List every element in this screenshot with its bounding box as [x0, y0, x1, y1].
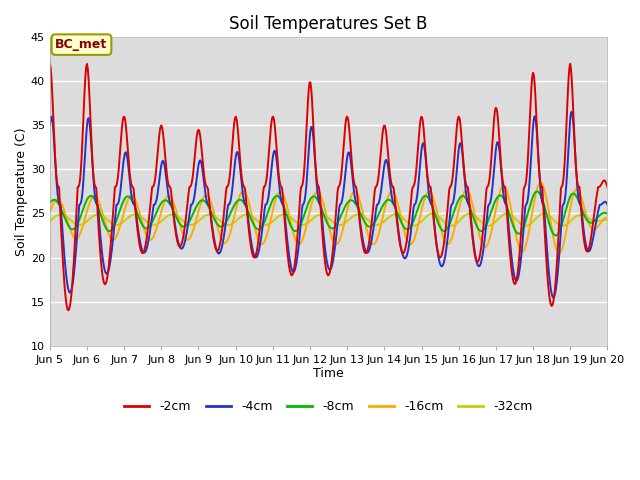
-4cm: [568, 109, 575, 115]
-32cm: [413, 222, 420, 228]
-8cm: [46, 200, 54, 206]
Y-axis label: Soil Temperature (C): Soil Temperature (C): [15, 127, 28, 256]
-16cm: [556, 250, 563, 256]
-4cm: [46, 123, 54, 129]
-32cm: [56, 212, 64, 217]
-2cm: [200, 173, 208, 179]
-16cm: [413, 228, 420, 234]
-4cm: [113, 202, 121, 207]
-8cm: [170, 209, 178, 215]
-2cm: [114, 173, 122, 179]
-8cm: [56, 203, 64, 209]
-8cm: [113, 215, 121, 221]
-8cm: [604, 211, 611, 216]
-4cm: [397, 241, 404, 247]
Legend: -2cm, -4cm, -8cm, -16cm, -32cm: -2cm, -4cm, -8cm, -16cm, -32cm: [120, 395, 538, 418]
-4cm: [413, 196, 420, 202]
Line: -4cm: -4cm: [50, 112, 607, 298]
-8cm: [397, 217, 404, 223]
-16cm: [200, 195, 207, 201]
-4cm: [549, 295, 557, 300]
X-axis label: Time: Time: [313, 367, 344, 381]
-2cm: [171, 222, 179, 228]
-32cm: [429, 211, 436, 216]
-16cm: [537, 180, 545, 186]
-16cm: [113, 232, 121, 238]
-8cm: [413, 209, 420, 215]
-2cm: [397, 247, 405, 252]
Line: -16cm: -16cm: [50, 183, 607, 253]
-32cm: [46, 218, 54, 224]
-16cm: [46, 210, 54, 216]
-16cm: [397, 211, 404, 217]
Line: -2cm: -2cm: [50, 64, 607, 311]
-32cm: [113, 222, 121, 228]
-4cm: [170, 214, 178, 220]
Line: -32cm: -32cm: [50, 214, 607, 226]
-32cm: [200, 214, 207, 220]
-4cm: [604, 202, 611, 207]
-32cm: [170, 212, 178, 217]
Line: -8cm: -8cm: [50, 192, 607, 236]
-16cm: [170, 201, 178, 206]
-32cm: [397, 213, 404, 219]
-4cm: [56, 202, 64, 207]
-2cm: [604, 184, 611, 190]
-32cm: [559, 223, 566, 228]
-16cm: [56, 198, 64, 204]
-2cm: [56, 201, 64, 206]
-8cm: [200, 198, 207, 204]
Text: BC_met: BC_met: [55, 38, 108, 51]
-2cm: [413, 153, 421, 159]
-2cm: [65, 308, 72, 313]
Title: Soil Temperatures Set B: Soil Temperatures Set B: [229, 15, 428, 33]
-32cm: [604, 217, 611, 223]
-16cm: [604, 215, 611, 221]
-2cm: [46, 61, 54, 67]
-8cm: [552, 233, 559, 239]
-4cm: [200, 174, 207, 180]
-8cm: [533, 189, 541, 194]
